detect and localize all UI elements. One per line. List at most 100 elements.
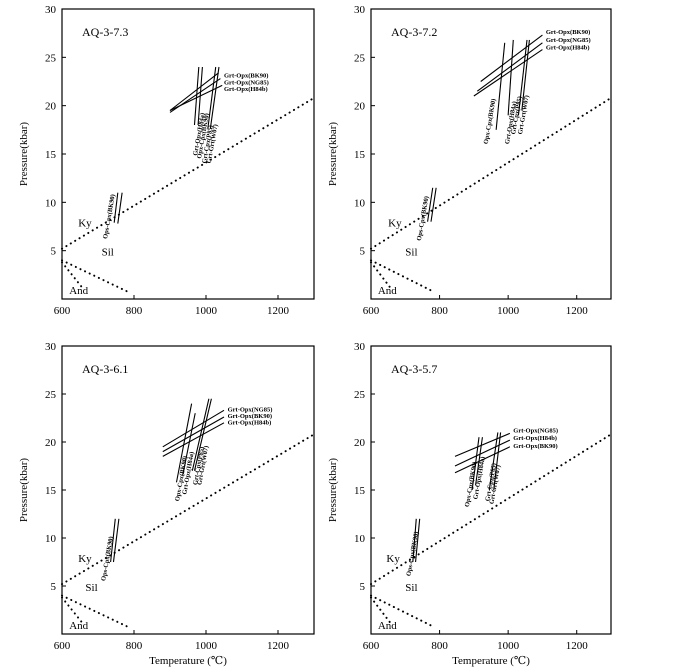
panel-1-calibration-line [117,192,123,224]
panel-3-field-label: Sil [85,582,97,594]
panel-1-field-label: Ky [78,218,92,230]
panel-2-field-label: And [378,285,397,297]
panel-4-xtick-label: 800 [431,640,448,652]
panel-1-frame [61,8,315,300]
panel-2-calibration-label: Opx-Cpx(BK90) [483,98,498,144]
panel-4-field-label: Ky [386,553,400,565]
panel-4-xtick-label: 600 [363,640,380,652]
panel-1-xtick-label: 1200 [267,305,290,317]
panel-1-calibration-line [207,66,217,129]
panel-3-xtick-label: 1200 [267,640,290,652]
panel-2-ylabel: Pressure(kbar) [327,122,339,186]
panel-4-ytick-label: 20 [354,437,366,449]
panel-2-field-label: Ky [388,218,402,230]
panel-4-calibration-label: Grt-Opx(BK90) [513,443,557,450]
panel-2-title: AQ-3-7.2 [391,25,437,39]
panel-4-ytick-label: 10 [354,533,366,545]
panel-3-calibration-label: Ops-Cpx(BK90) [100,536,115,582]
panel-1-xtick-label: 800 [126,305,143,317]
panel-1-ytick-label: 5 [51,246,57,258]
panel-3-calibration-line [162,409,225,448]
panel-3-field-label: And [69,620,88,632]
panel-4-ytick-label: 30 [354,341,366,353]
panel-3-xtick-label: 1000 [195,640,218,652]
panel-3-phase-boundary [61,433,315,586]
panel-3-ytick-label: 15 [45,485,57,497]
panel-2-phase-boundary [370,261,393,291]
panel-2-xtick-label: 800 [431,305,448,317]
panel-2-xtick-label: 600 [363,305,380,317]
panel-2-calibration-line [517,39,528,116]
panel-3-xlabel: Temperature (℃) [149,655,227,667]
panel-4-ytick-label: 15 [354,485,366,497]
panel-2-calibration-line [430,187,437,222]
panel-4-calibration-line [415,518,421,563]
panel-3-calibration-line [162,416,225,453]
panel-3-calibration-label: Grt-Opx(H84b) [228,420,272,427]
panel-1-calibration-line [193,66,200,126]
panel-4-calibration-label: Grt-Opx(NG85) [513,427,558,434]
panel-3-ylabel: Pressure(kbar) [18,458,30,522]
panel-1-ytick-label: 10 [45,197,57,209]
panel-4-ytick-label: 25 [354,389,366,401]
panel-3-phase-boundary [61,596,85,626]
panel-3-ytick-label: 5 [51,581,57,593]
panel-4-calibration-line [475,437,483,486]
panel-1-xtick-label: 1000 [195,305,218,317]
panel-2-calibration-line [427,187,434,222]
panel-3-calibration-line [162,422,225,457]
panel-3-field-label: Ky [78,553,92,565]
panel-2-ytick-label: 25 [354,52,366,64]
panel-2-xtick-label: 1200 [566,305,589,317]
panel-3-ytick-label: 30 [45,341,57,353]
panel-2-calibration-label: Grt-Opx(NG85) [546,37,591,44]
panel-3-calibration-line [110,518,116,563]
panel-2-ytick-label: 5 [360,246,366,258]
panel-1-phase-boundary [61,259,128,293]
panel-2-calibration-line [521,39,530,111]
panel-2-ytick-label: 30 [354,4,366,16]
panel-4-calibration-line [493,432,502,491]
panel-3-calibration-line [112,518,120,563]
panel-2-calibration-line [476,42,543,92]
panel-4-xtick-label: 1200 [566,640,589,652]
panel-1-calibration-line [169,72,219,111]
panel-3-calibration-line [193,398,212,471]
panel-3-phase-boundary [61,594,128,628]
panel-3-calibration-label: Grt-Opx(NG85) [228,406,273,413]
panel-2-calibration-label: Grt-Opx(BK90) [546,29,590,36]
panel-1-calibration-label: Grt-Opx(BK90) [224,73,268,80]
panel-3-calibration-line [175,403,193,483]
panel-2-field-label: Sil [405,247,417,259]
panel-1-calibration-line [113,192,119,223]
panel-4-xtick-label: 1000 [497,640,520,652]
panel-3-ytick-label: 20 [45,437,57,449]
panel-1-ytick-label: 25 [45,52,57,64]
panel-3-ytick-label: 10 [45,533,57,545]
panel-2-ytick-label: 10 [354,197,366,209]
panel-1-calibration-line [197,66,203,126]
panel-2-ytick-label: 15 [354,149,366,161]
panel-1-phase-boundary [61,261,85,291]
panel-1-ylabel: Pressure(kbar) [18,122,30,186]
panel-1-calibration-label: Grt-Opx(NG85) [224,79,269,86]
panel-1-field-label: Sil [102,247,114,259]
panel-3-calibration-label: Grt-Opx(BK90) [228,413,272,420]
panel-4-calibration-line [412,518,417,563]
panel-3-ytick-label: 25 [45,389,57,401]
panel-1-title: AQ-3-7.3 [82,25,128,39]
panel-2-xtick-label: 1000 [497,305,520,317]
panel-4-calibration-line [471,437,480,491]
panel-4-calibration-label: Grt-Opx(H84b) [513,435,557,442]
panel-4-phase-boundary [370,596,393,626]
panel-3-xtick-label: 800 [126,640,143,652]
panel-4-ytick-label: 5 [360,581,366,593]
panel-3-xtick-label: 600 [54,640,71,652]
panel-2-ytick-label: 20 [354,101,366,113]
panel-4-title: AQ-3-5.7 [391,362,437,376]
panel-4-calibration-line [454,439,511,467]
panel-2-calibration-line [495,42,506,130]
panel-1-xtick-label: 600 [54,305,71,317]
panel-2-calibration-line [473,49,543,97]
